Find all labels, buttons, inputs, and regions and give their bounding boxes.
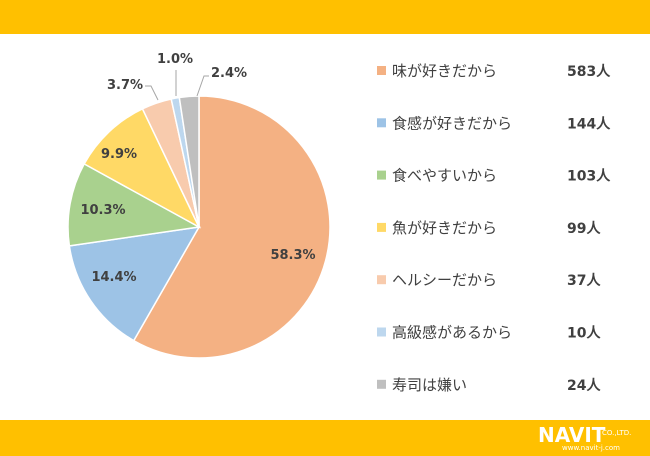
legend-count: 10人 xyxy=(567,325,601,342)
legend-swatch xyxy=(377,222,386,232)
percent-label: 14.4% xyxy=(91,270,136,285)
navit-logo: NAVIT CO.,LTD. www.navit-j.com xyxy=(538,424,644,452)
legend-label: 食べやすいから xyxy=(392,167,497,185)
legend-label: 食感が好きだから xyxy=(392,114,512,132)
bottom-band xyxy=(0,420,650,456)
legend-count: 144人 xyxy=(567,115,611,132)
legend-label: 魚が好きだから xyxy=(392,219,497,237)
leader-line xyxy=(196,75,209,97)
percent-label: 2.4% xyxy=(211,66,247,81)
pie-slice xyxy=(178,95,200,228)
legend-swatch xyxy=(377,379,386,389)
percent-label: 58.3% xyxy=(270,248,315,263)
leader-line xyxy=(145,85,159,101)
logo-suffix: CO.,LTD. xyxy=(602,429,632,437)
legend-swatch xyxy=(377,275,386,285)
legend-count: 103人 xyxy=(567,168,611,185)
legend-swatch xyxy=(377,66,386,75)
pie-labels: 58.3% 14.4% 10.3% 9.9% 3.7% 1.0% 2.4% xyxy=(80,52,315,285)
legend-label: 味が好きだから xyxy=(392,62,497,80)
percent-label: 3.7% xyxy=(107,78,143,93)
pie-slice xyxy=(67,162,202,247)
pie-slice xyxy=(132,95,331,359)
legend-count: 37人 xyxy=(567,272,601,289)
legend-count: 583人 xyxy=(567,63,611,80)
percent-label: 1.0% xyxy=(157,52,193,67)
pie-chart: 58.3% 14.4% 10.3% 9.9% 3.7% 1.0% 2.4% 味が好きだから 5… xyxy=(67,52,611,394)
legend-count: 99人 xyxy=(567,220,601,237)
legend-swatch xyxy=(377,327,386,337)
top-band xyxy=(0,0,650,34)
legend-swatch xyxy=(377,170,386,180)
pie-slice xyxy=(83,107,201,229)
percent-label: 9.9% xyxy=(101,147,137,162)
pie-slices xyxy=(67,95,331,359)
legend-label: 高級感があるから xyxy=(392,324,512,342)
legend-label: 寿司は嫌い xyxy=(392,376,467,394)
logo-text: NAVIT xyxy=(538,423,606,447)
leader-lines xyxy=(145,70,209,101)
legend-count: 24人 xyxy=(567,377,601,394)
legend-swatch xyxy=(377,118,386,128)
percent-label: 10.3% xyxy=(80,203,125,218)
legend-label: ヘルシーだから xyxy=(392,271,497,289)
logo-url: www.navit-j.com xyxy=(562,444,620,452)
pie-slice xyxy=(68,226,201,342)
